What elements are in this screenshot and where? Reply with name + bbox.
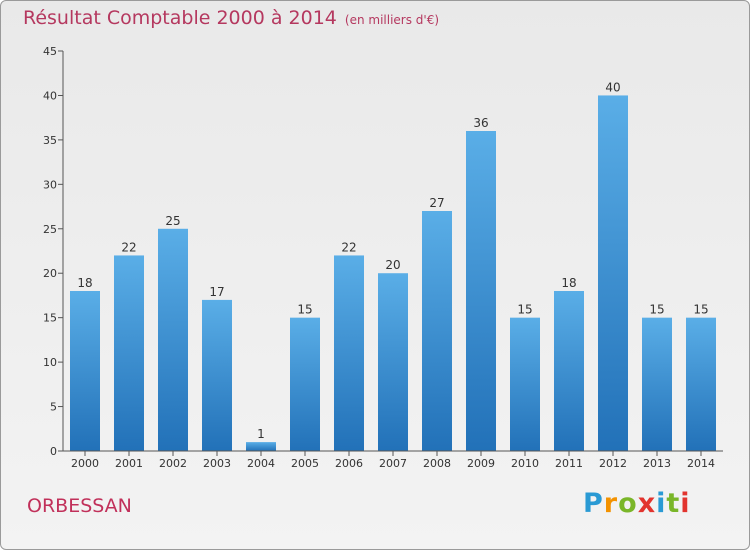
chart-title-text: Résultat Comptable 2000 à 2014 [23,7,337,29]
x-tick-label: 2004 [247,457,275,470]
brand-letter: i [656,488,667,519]
bar-2014 [686,317,716,451]
x-tick-label: 2007 [379,457,407,470]
chart-unit: (en milliers d'€) [344,13,440,27]
bar-2008 [422,211,452,451]
bar-2009 [466,131,496,451]
bar-2003 [202,299,232,451]
chart-title: Résultat Comptable 2000 à 2014 (en millie… [23,7,439,29]
data-label: 22 [121,240,136,254]
data-label: 15 [693,303,708,317]
data-label: 40 [605,80,620,94]
data-label: 1 [257,427,265,441]
y-tick-label: 20 [43,267,57,280]
x-tick-label: 2000 [71,457,99,470]
brand-letter: i [680,488,691,519]
brand-letter: o [618,488,638,519]
bar-2013 [642,317,672,451]
x-tick-label: 2006 [335,457,363,470]
bar-2006 [334,255,364,451]
bar-2012 [598,95,628,451]
x-tick-label: 2012 [599,457,627,470]
brand-letter: P [583,488,604,519]
x-tick-label: 2013 [643,457,671,470]
x-tick-label: 2008 [423,457,451,470]
data-label: 22 [341,240,356,254]
bar-2002 [158,228,188,451]
x-tick-label: 2009 [467,457,495,470]
x-tick-label: 2003 [203,457,231,470]
bar-2010 [510,317,540,451]
bar-2001 [114,255,144,451]
bar-2005 [290,317,320,451]
y-tick-label: 45 [43,45,57,58]
commune-name: ORBESSAN [27,495,132,517]
bar-2007 [378,273,408,451]
data-label: 18 [561,276,576,290]
y-tick-label: 30 [43,178,57,191]
x-tick-label: 2005 [291,457,319,470]
x-tick-label: 2010 [511,457,539,470]
data-label: 25 [165,214,180,228]
data-label: 15 [297,303,312,317]
y-tick-label: 35 [43,134,57,147]
data-label: 36 [473,116,488,130]
bar-2004 [246,442,276,451]
bar-2000 [70,291,100,451]
y-tick-label: 15 [43,312,57,325]
x-tick-label: 2001 [115,457,143,470]
x-tick-label: 2002 [159,457,187,470]
data-label: 15 [517,303,532,317]
data-label: 15 [649,303,664,317]
data-label: 27 [429,196,444,210]
proxiti-logo: Proxiti [583,488,691,519]
brand-letter: x [637,488,657,519]
y-tick-label: 5 [50,401,57,414]
data-label: 20 [385,258,400,272]
y-tick-label: 40 [43,89,57,102]
brand-letter: t [666,488,681,519]
y-tick-label: 10 [43,356,57,369]
data-label: 17 [209,285,224,299]
y-tick-label: 25 [43,223,57,236]
x-tick-label: 2014 [687,457,715,470]
x-tick-label: 2011 [555,457,583,470]
y-tick-label: 0 [50,445,57,458]
data-label: 18 [77,276,92,290]
bar-2011 [554,291,584,451]
brand-letter: r [603,488,619,519]
